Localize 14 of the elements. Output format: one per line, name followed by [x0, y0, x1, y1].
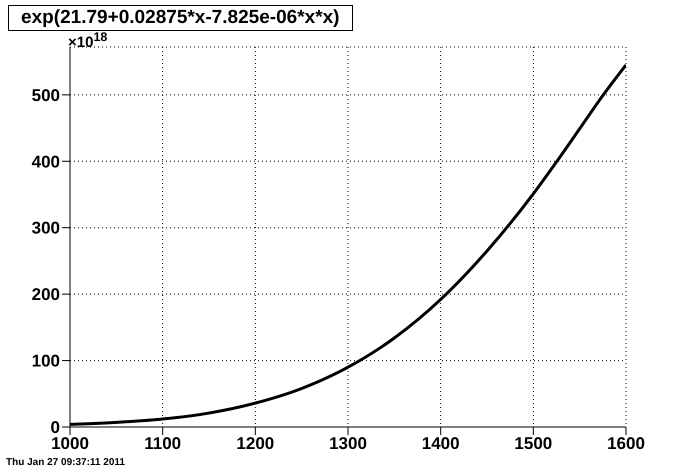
text: Thu Jan 27 09:37:11 2011	[6, 457, 125, 468]
x-tick-label: 1300	[329, 434, 367, 454]
y-tick-label: 300	[32, 218, 60, 238]
x-tick-label: 1200	[236, 434, 274, 454]
y-tick-label: 400	[32, 152, 60, 172]
y-tick-label: 500	[32, 86, 60, 105]
x-tick-label: 1600	[607, 434, 645, 454]
y-tick-label: 100	[32, 352, 60, 371]
chart-title: exp(21.79+0.02875*x-7.825e-06*x*x)	[8, 5, 353, 31]
x-tick-label: 1500	[514, 434, 552, 454]
y-tick-label: 200	[32, 285, 60, 304]
y-axis-title: ×10$^{18}$	[68, 30, 108, 51]
x-tick-label: 1400	[422, 434, 460, 454]
x-tick-label: 1100	[144, 434, 182, 454]
